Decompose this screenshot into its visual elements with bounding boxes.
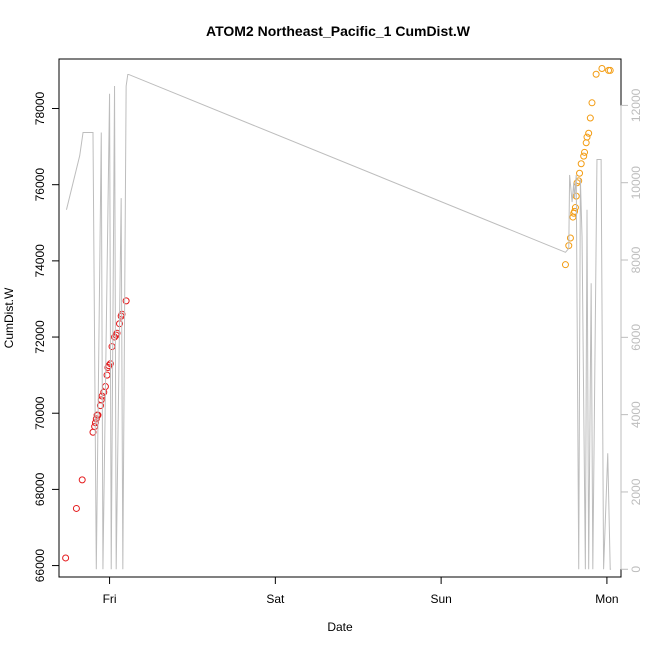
x-axis: Fri Sat Sun Mon bbox=[103, 576, 619, 606]
y-tick-label: 72000 bbox=[33, 320, 47, 354]
data-point-series-2 bbox=[566, 234, 574, 242]
data-point-series-1 bbox=[122, 297, 130, 305]
plot-series bbox=[62, 65, 614, 570]
y-tick-label: 70000 bbox=[33, 396, 47, 430]
data-point-series-2 bbox=[576, 169, 584, 177]
y-axis-right: 0 2000 4000 6000 8000 10000 12000 bbox=[620, 88, 643, 573]
y-axis-label: CumDist.W bbox=[2, 287, 16, 348]
y-axis-left: 66000 68000 70000 72000 74000 76000 78000 bbox=[33, 92, 60, 583]
x-tick-label: Sat bbox=[266, 592, 285, 606]
y2-tick-label: 8000 bbox=[629, 246, 643, 273]
y-tick-label: 74000 bbox=[33, 244, 47, 278]
y2-tick-label: 0 bbox=[629, 566, 643, 573]
data-point-series-2 bbox=[585, 129, 593, 137]
x-axis-label: Date bbox=[327, 620, 353, 634]
data-point-series-2 bbox=[571, 204, 579, 212]
data-point-series-2 bbox=[606, 66, 614, 74]
x-tick-label: Fri bbox=[103, 592, 117, 606]
data-point-series-2 bbox=[588, 99, 596, 107]
y2-tick-label: 12000 bbox=[629, 88, 643, 122]
data-point-series-2 bbox=[571, 207, 579, 215]
data-point-series-1 bbox=[103, 371, 111, 379]
data-point-series-2 bbox=[581, 148, 589, 156]
data-point-series-1 bbox=[62, 554, 70, 562]
data-point-series-1 bbox=[113, 329, 121, 337]
data-point-series-2 bbox=[580, 152, 588, 160]
data-point-series-2 bbox=[583, 133, 591, 141]
data-point-series-2 bbox=[582, 139, 590, 147]
y2-tick-label: 6000 bbox=[629, 324, 643, 351]
data-point-series-2 bbox=[592, 70, 600, 78]
data-point-series-2 bbox=[561, 261, 569, 269]
y-tick-label: 66000 bbox=[33, 549, 47, 583]
y2-tick-label: 2000 bbox=[629, 478, 643, 505]
series-line bbox=[65, 73, 612, 570]
y-tick-label: 78000 bbox=[33, 92, 47, 126]
y-tick-label: 76000 bbox=[33, 168, 47, 202]
y2-tick-label: 10000 bbox=[629, 166, 643, 200]
data-point-series-1 bbox=[78, 476, 86, 484]
x-tick-label: Sun bbox=[430, 592, 451, 606]
data-point-series-2 bbox=[586, 114, 594, 122]
x-tick-label: Mon bbox=[595, 592, 618, 606]
chart-title: ATOM2 Northeast_Pacific_1 CumDist.W bbox=[206, 23, 471, 39]
data-point-series-1 bbox=[92, 415, 100, 423]
y2-tick-label: 4000 bbox=[629, 401, 643, 428]
data-point-series-2 bbox=[577, 160, 585, 168]
data-point-series-2 bbox=[598, 65, 606, 73]
plot-frame bbox=[58, 58, 622, 578]
data-point-series-1 bbox=[72, 504, 80, 512]
y-tick-label: 68000 bbox=[33, 472, 47, 506]
